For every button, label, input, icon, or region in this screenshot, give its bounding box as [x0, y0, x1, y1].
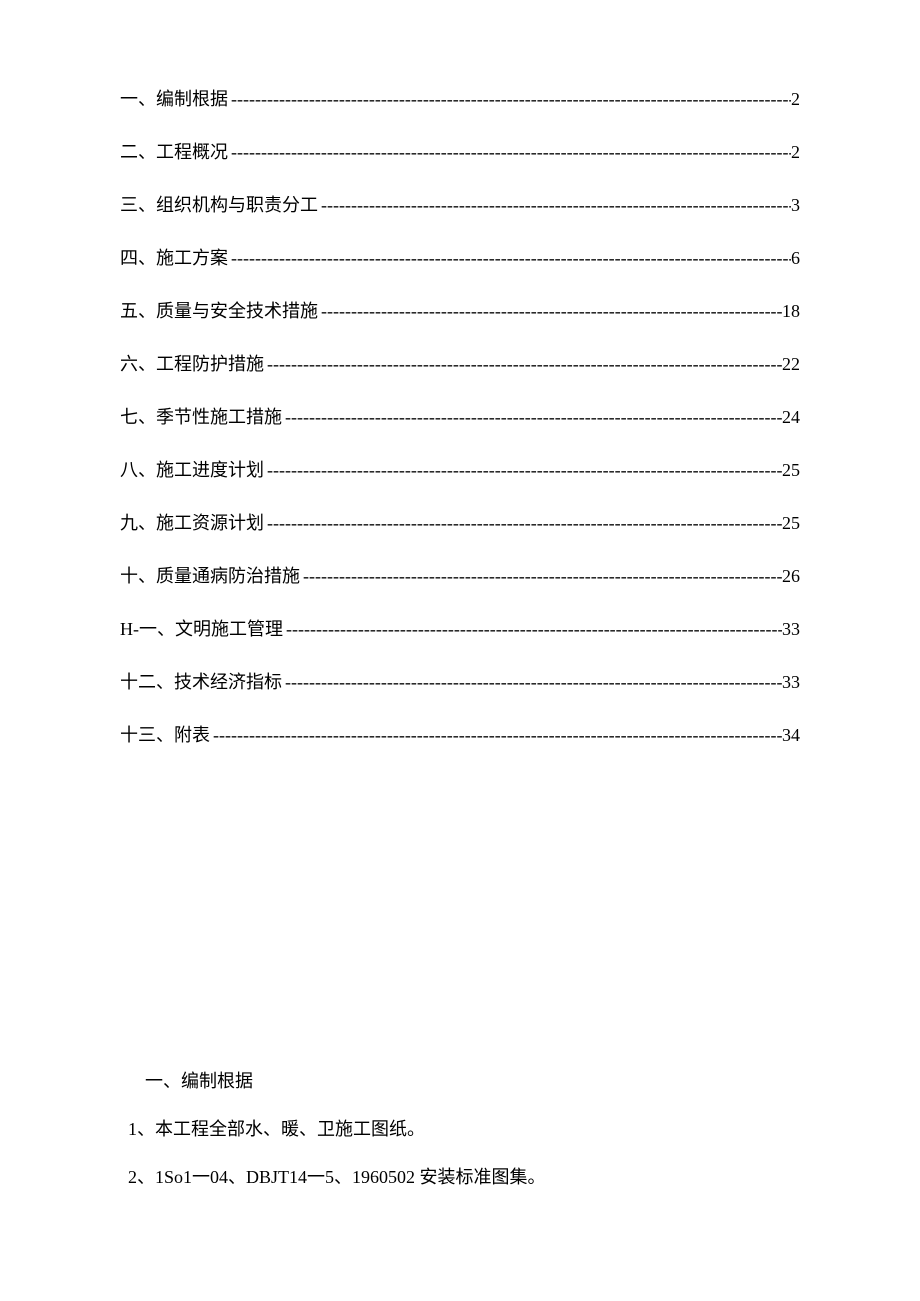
- body-paragraph-1: 1、本工程全部水、暖、卫施工图纸。: [120, 1115, 800, 1141]
- toc-entry-page: 2: [791, 89, 800, 110]
- toc-entry-page: 6: [791, 248, 800, 269]
- toc-entry-page: 26: [782, 566, 800, 587]
- toc-entry: 五、质量与安全技术措施-----------------------------…: [120, 297, 800, 323]
- toc-entry-title: 二、工程概况: [120, 138, 228, 164]
- toc-entry: 六、工程防护措施--------------------------------…: [120, 350, 800, 376]
- toc-leader: ----------------------------------------…: [264, 354, 782, 375]
- toc-entry: 十二、技术经济指标-------------------------------…: [120, 668, 800, 694]
- toc-leader: ----------------------------------------…: [228, 142, 791, 163]
- toc-entry-title: 四、施工方案: [120, 244, 228, 270]
- toc-entry-title: 十、质量通病防治措施: [120, 562, 300, 588]
- toc-entry-title: H-一、文明施工管理: [120, 615, 283, 641]
- section-heading: 一、编制根据: [145, 1067, 800, 1093]
- toc-entry-title: 九、施工资源计划: [120, 509, 264, 535]
- toc-entry: 三、组织机构与职责分工-----------------------------…: [120, 191, 800, 217]
- toc-entry-title: 一、编制根据: [120, 85, 228, 111]
- toc-entry: 二、工程概况----------------------------------…: [120, 138, 800, 164]
- toc-entry-page: 18: [782, 301, 800, 322]
- toc-entry: H-一、文明施工管理------------------------------…: [120, 615, 800, 641]
- toc-entry-page: 25: [782, 460, 800, 481]
- toc-entry-page: 3: [791, 195, 800, 216]
- toc-entry-title: 六、工程防护措施: [120, 350, 264, 376]
- toc-entry: 八、施工进度计划--------------------------------…: [120, 456, 800, 482]
- toc-entry-page: 25: [782, 513, 800, 534]
- table-of-contents: 一、编制根据----------------------------------…: [120, 85, 800, 747]
- toc-leader: ----------------------------------------…: [264, 513, 782, 534]
- toc-leader: ----------------------------------------…: [283, 619, 782, 640]
- toc-leader: ----------------------------------------…: [228, 89, 791, 110]
- toc-entry: 一、编制根据----------------------------------…: [120, 85, 800, 111]
- toc-entry: 七、季节性施工措施-------------------------------…: [120, 403, 800, 429]
- toc-leader: ----------------------------------------…: [282, 672, 782, 693]
- toc-leader: ----------------------------------------…: [210, 725, 782, 746]
- toc-leader: ----------------------------------------…: [318, 301, 782, 322]
- toc-entry-page: 33: [782, 672, 800, 693]
- toc-entry-title: 三、组织机构与职责分工: [120, 191, 318, 217]
- toc-entry-page: 34: [782, 725, 800, 746]
- body-content: 一、编制根据 1、本工程全部水、暖、卫施工图纸。 2、1So1一04、DBJT1…: [120, 1067, 800, 1189]
- toc-entry: 四、施工方案----------------------------------…: [120, 244, 800, 270]
- toc-leader: ----------------------------------------…: [264, 460, 782, 481]
- toc-entry-title: 八、施工进度计划: [120, 456, 264, 482]
- toc-entry-page: 33: [782, 619, 800, 640]
- body-paragraph-2: 2、1So1一04、DBJT14一5、1960502 安装标准图集。: [120, 1163, 800, 1189]
- toc-leader: ----------------------------------------…: [228, 248, 791, 269]
- toc-leader: ----------------------------------------…: [300, 566, 782, 587]
- toc-entry: 十、质量通病防治措施------------------------------…: [120, 562, 800, 588]
- toc-entry: 十三、附表-----------------------------------…: [120, 721, 800, 747]
- toc-entry-title: 七、季节性施工措施: [120, 403, 282, 429]
- toc-entry-title: 五、质量与安全技术措施: [120, 297, 318, 323]
- toc-entry-page: 24: [782, 407, 800, 428]
- toc-entry-page: 22: [782, 354, 800, 375]
- toc-entry-title: 十三、附表: [120, 721, 210, 747]
- toc-entry-title: 十二、技术经济指标: [120, 668, 282, 694]
- toc-leader: ----------------------------------------…: [318, 195, 791, 216]
- toc-leader: ----------------------------------------…: [282, 407, 782, 428]
- toc-entry: 九、施工资源计划--------------------------------…: [120, 509, 800, 535]
- toc-entry-page: 2: [791, 142, 800, 163]
